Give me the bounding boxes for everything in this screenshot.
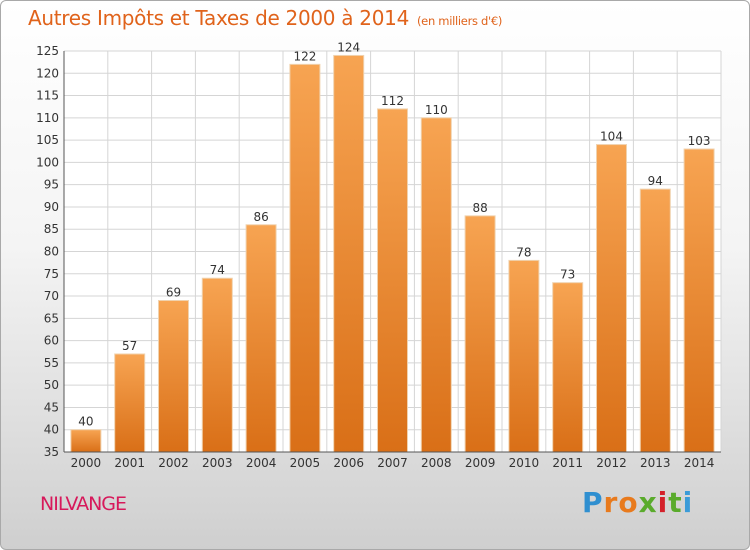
x-tick-label: 2012 xyxy=(596,456,627,470)
y-tick-label: 125 xyxy=(36,44,59,58)
logo-letter: t xyxy=(668,486,683,519)
chart-title-block: Autres Impôts et Taxes de 2000 à 2014 (en… xyxy=(28,6,502,30)
y-tick-label: 55 xyxy=(44,356,59,370)
y-tick-label: 100 xyxy=(36,155,59,169)
bar xyxy=(201,277,233,453)
x-tick-label: 2001 xyxy=(114,456,145,470)
y-tick-label: 115 xyxy=(36,89,59,103)
x-tick-label: 2011 xyxy=(552,456,583,470)
y-tick-label: 50 xyxy=(44,378,59,392)
chart-subtitle: (en milliers d'€) xyxy=(417,14,503,28)
x-tick-label: 2003 xyxy=(202,456,233,470)
bar xyxy=(508,259,540,453)
bar xyxy=(70,429,102,453)
logo-letter: x xyxy=(638,486,658,519)
x-tick-label: 2005 xyxy=(290,456,321,470)
data-label: 69 xyxy=(166,286,181,300)
x-tick-label: 2014 xyxy=(684,456,715,470)
y-tick-label: 90 xyxy=(44,200,59,214)
bar xyxy=(639,188,671,453)
y-tick-label: 35 xyxy=(44,445,59,459)
x-tick-label: 2008 xyxy=(421,456,452,470)
proxiti-logo: Proxiti xyxy=(582,486,693,519)
bar xyxy=(114,353,146,453)
bar xyxy=(289,63,321,453)
logo-letter: o xyxy=(618,486,639,519)
data-label: 88 xyxy=(472,201,487,215)
bar xyxy=(464,215,496,453)
y-tick-label: 85 xyxy=(44,222,59,236)
y-tick-label: 120 xyxy=(36,66,59,80)
data-label: 122 xyxy=(293,49,316,63)
data-label: 86 xyxy=(253,210,268,224)
data-label: 110 xyxy=(425,103,448,117)
y-tick-label: 45 xyxy=(44,400,59,414)
x-tick-label: 2007 xyxy=(377,456,408,470)
y-tick-label: 95 xyxy=(44,178,59,192)
x-tick-label: 2002 xyxy=(158,456,189,470)
bar xyxy=(683,148,715,453)
bar xyxy=(552,282,584,453)
data-label: 57 xyxy=(122,339,137,353)
bar xyxy=(245,224,277,453)
data-label: 73 xyxy=(560,268,575,282)
y-tick-label: 105 xyxy=(36,133,59,147)
bar xyxy=(158,300,189,453)
x-tick-label: 2006 xyxy=(333,456,364,470)
x-tick-label: 2009 xyxy=(465,456,496,470)
y-tick-label: 40 xyxy=(44,423,59,437)
data-label: 104 xyxy=(600,130,623,144)
data-label: 94 xyxy=(648,174,663,188)
y-tick-label: 110 xyxy=(36,111,59,125)
logo-letter: r xyxy=(603,486,619,519)
y-tick-label: 75 xyxy=(44,267,59,281)
logo-letter: i xyxy=(657,486,669,519)
y-tick-label: 80 xyxy=(44,245,59,259)
data-label: 78 xyxy=(516,245,531,259)
data-label: 124 xyxy=(337,40,360,54)
bar xyxy=(420,117,452,453)
place-name: NILVANGE xyxy=(40,493,127,515)
logo-letter: P xyxy=(582,486,604,519)
data-label: 74 xyxy=(210,263,225,277)
x-tick-label: 2000 xyxy=(71,456,102,470)
x-tick-label: 2010 xyxy=(509,456,540,470)
x-tick-label: 2004 xyxy=(246,456,277,470)
bar xyxy=(377,108,408,453)
logo-letter: i xyxy=(682,486,694,519)
data-label: 112 xyxy=(381,94,404,108)
data-label: 40 xyxy=(78,415,93,429)
bar xyxy=(333,54,365,453)
x-tick-label: 2013 xyxy=(640,456,671,470)
y-tick-label: 70 xyxy=(44,289,59,303)
y-tick-label: 60 xyxy=(44,334,59,348)
y-tick-label: 65 xyxy=(44,311,59,325)
chart-title: Autres Impôts et Taxes de 2000 à 2014 xyxy=(28,6,409,30)
data-label: 103 xyxy=(688,134,711,148)
bar xyxy=(596,144,627,453)
